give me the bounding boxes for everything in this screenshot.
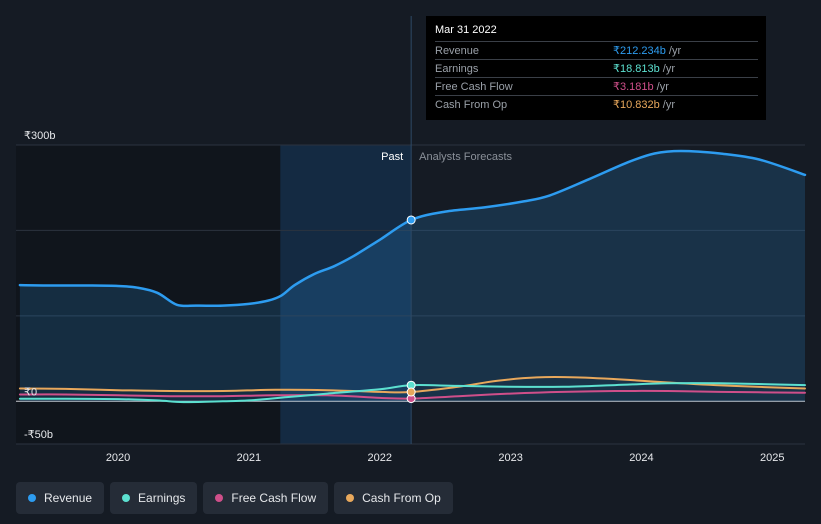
x-tick-label: 2020 — [106, 452, 130, 464]
legend-dot-icon — [28, 494, 36, 502]
legend-label: Free Cash Flow — [231, 491, 317, 505]
tooltip-row-earnings: Earnings ₹18.813b /yr — [435, 59, 758, 77]
tooltip-unit: /yr — [656, 80, 669, 93]
series-line-free-cash-flow — [18, 389, 806, 400]
legend-label: Revenue — [44, 491, 93, 505]
tooltip-value: ₹3.181b — [613, 81, 654, 93]
legend-label: Earnings — [138, 491, 186, 505]
y-axis-labels: ₹300b ₹0 -₹50b — [24, 130, 55, 441]
tooltip-label: Revenue — [435, 44, 480, 57]
chart-area: ₹300b ₹0 -₹50b 2020 2021 2022 2023 2024 2025 Pa… — [16, 16, 807, 464]
tooltip-label: Free Cash Flow — [435, 80, 513, 93]
x-tick-label: 2023 — [498, 452, 522, 464]
series-line-revenue — [18, 149, 807, 308]
tooltip-unit: /yr — [662, 98, 675, 111]
legend: Revenue Earnings Free Cash Flow Cash Fro… — [16, 482, 453, 514]
tooltip: Mar 31 2022 Revenue ₹212.234b /yr Earnin… — [426, 16, 766, 120]
tooltip-value: ₹212.234b — [613, 45, 666, 57]
legend-item-revenue[interactable]: Revenue — [16, 482, 105, 514]
tooltip-row-cash-from-op: Cash From Op ₹10.832b /yr — [435, 95, 758, 113]
forecast-label: Analysts Forecasts — [419, 151, 512, 163]
legend-item-free-cash-flow[interactable]: Free Cash Flow — [203, 482, 329, 514]
revenue-area-fill — [19, 151, 805, 402]
legend-label: Cash From Op — [362, 491, 441, 505]
tooltip-unit: /yr — [662, 62, 675, 75]
x-tick-label: 2022 — [368, 452, 392, 464]
x-tick-label: 2025 — [760, 452, 784, 464]
marker-revenue — [406, 215, 416, 225]
marker-cash-from-op — [406, 387, 416, 397]
x-tick-label: 2024 — [629, 452, 653, 464]
grid-lines — [16, 144, 805, 445]
tooltip-date: Mar 31 2022 — [435, 24, 497, 36]
legend-item-earnings[interactable]: Earnings — [110, 482, 198, 514]
tooltip-value: ₹18.813b — [613, 63, 660, 75]
tooltip-label: Earnings — [435, 62, 479, 75]
legend-dot-icon — [215, 494, 224, 502]
x-tick-label: 2021 — [237, 452, 261, 464]
legend-item-cash-from-op[interactable]: Cash From Op — [334, 482, 453, 514]
legend-dot-icon — [346, 494, 355, 502]
y-tick-label: ₹0 — [24, 386, 37, 398]
tooltip-row-free-cash-flow: Free Cash Flow ₹3.181b /yr — [435, 77, 758, 95]
y-tick-label: ₹300b — [24, 130, 55, 142]
series-markers — [406, 215, 416, 404]
tooltip-value: ₹10.832b — [613, 99, 660, 111]
y-tick-label: -₹50b — [24, 429, 53, 441]
tooltip-label: Cash From Op — [435, 98, 508, 111]
tooltip-row-revenue: Revenue ₹212.234b /yr — [435, 41, 758, 59]
x-axis-labels: 2020 2021 2022 2023 2024 2025 — [106, 452, 785, 464]
revenue-area — [19, 151, 805, 402]
series-line-earnings — [18, 382, 806, 404]
legend-dot-icon — [122, 494, 131, 502]
past-label: Past — [381, 151, 403, 163]
tooltip-unit: /yr — [668, 44, 682, 57]
